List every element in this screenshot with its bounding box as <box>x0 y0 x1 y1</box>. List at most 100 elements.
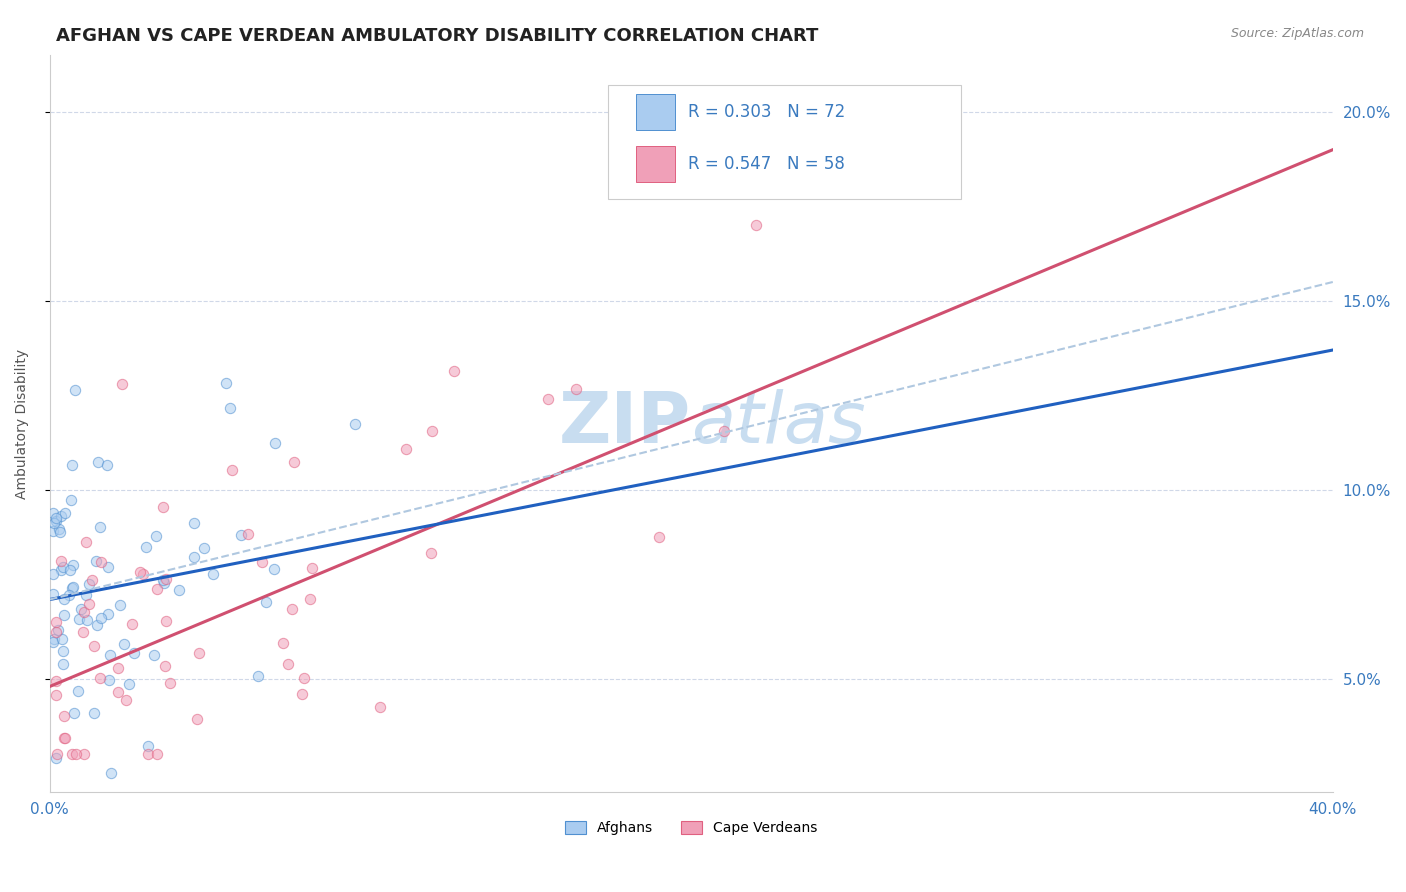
Point <box>58 588 80 602</box>
Point <box>420 546 443 560</box>
Point <box>59 493 82 508</box>
Point <box>86 455 108 469</box>
Point <box>42 632 65 646</box>
Point <box>202 566 225 581</box>
Point <box>62 558 84 572</box>
Text: AFGHAN VS CAPE VERDEAN AMBULATORY DISABILITY CORRELATION CHART: AFGHAN VS CAPE VERDEAN AMBULATORY DISABI… <box>56 27 818 45</box>
Point <box>159 676 181 690</box>
Point <box>51 554 73 568</box>
Point <box>420 425 443 439</box>
Point <box>84 554 107 568</box>
Point <box>277 657 299 671</box>
Point <box>186 712 208 726</box>
Point <box>343 417 366 431</box>
Point <box>90 556 112 570</box>
Point <box>155 572 177 586</box>
Point <box>45 751 67 765</box>
Point <box>60 581 83 595</box>
Point <box>89 672 111 686</box>
Point <box>45 673 67 688</box>
Point <box>132 567 155 582</box>
Point <box>96 458 118 473</box>
Text: R = 0.547   N = 58: R = 0.547 N = 58 <box>688 155 845 173</box>
Point <box>98 648 121 662</box>
Point <box>44 516 66 530</box>
Point <box>183 516 205 530</box>
Point <box>145 529 167 543</box>
Point <box>52 592 75 607</box>
Point <box>83 706 105 720</box>
Point <box>46 624 69 638</box>
Y-axis label: Ambulatory Disability: Ambulatory Disability <box>15 349 30 499</box>
Text: ZIP: ZIP <box>560 389 692 458</box>
Point <box>59 564 82 578</box>
Point <box>45 510 67 524</box>
Point <box>45 624 67 639</box>
Point <box>146 747 169 762</box>
Point <box>112 636 135 650</box>
Text: atlas: atlas <box>692 389 866 458</box>
Point <box>146 582 169 596</box>
Point <box>298 592 321 607</box>
Point <box>60 747 83 762</box>
Point <box>221 463 243 477</box>
Point <box>42 506 65 520</box>
Point <box>52 560 75 574</box>
Point <box>60 458 83 472</box>
Point <box>89 520 111 534</box>
Point <box>271 635 294 649</box>
Point <box>53 731 76 745</box>
Point <box>236 527 259 541</box>
Point <box>124 646 146 660</box>
Point <box>62 706 84 720</box>
Point <box>283 455 305 469</box>
Point <box>155 614 177 628</box>
Point <box>247 668 270 682</box>
Point <box>97 673 120 687</box>
Legend: Afghans, Cape Verdeans: Afghans, Cape Verdeans <box>560 815 823 840</box>
Point <box>107 660 129 674</box>
Point <box>263 562 285 576</box>
Point <box>443 364 465 378</box>
Point <box>565 382 588 396</box>
Point <box>83 639 105 653</box>
Point <box>152 574 174 588</box>
Point <box>51 632 73 646</box>
Point <box>292 671 315 685</box>
Point <box>52 643 75 657</box>
Point <box>108 599 131 613</box>
Point <box>48 522 70 536</box>
Point <box>65 747 87 762</box>
Text: R = 0.303   N = 72: R = 0.303 N = 72 <box>688 103 845 121</box>
Point <box>368 699 391 714</box>
Point <box>167 582 190 597</box>
Point <box>744 218 766 232</box>
FancyBboxPatch shape <box>636 146 675 182</box>
Point <box>142 648 165 662</box>
Point <box>218 401 240 415</box>
Point <box>713 424 735 438</box>
Point <box>263 436 285 450</box>
Point <box>80 573 103 587</box>
Point <box>254 594 277 608</box>
Point <box>97 559 120 574</box>
Point <box>67 612 90 626</box>
Point <box>75 535 97 549</box>
Point <box>76 613 98 627</box>
Point <box>129 565 152 579</box>
Point <box>153 576 176 591</box>
Point <box>183 549 205 564</box>
Point <box>49 563 72 577</box>
Point <box>86 618 108 632</box>
Point <box>53 506 76 520</box>
Point <box>152 500 174 515</box>
Point <box>115 693 138 707</box>
Point <box>77 597 100 611</box>
Point <box>188 646 211 660</box>
Point <box>49 509 72 524</box>
Point <box>97 607 120 621</box>
Point <box>107 685 129 699</box>
Point <box>111 377 134 392</box>
Point <box>67 684 90 698</box>
Point <box>73 747 96 762</box>
